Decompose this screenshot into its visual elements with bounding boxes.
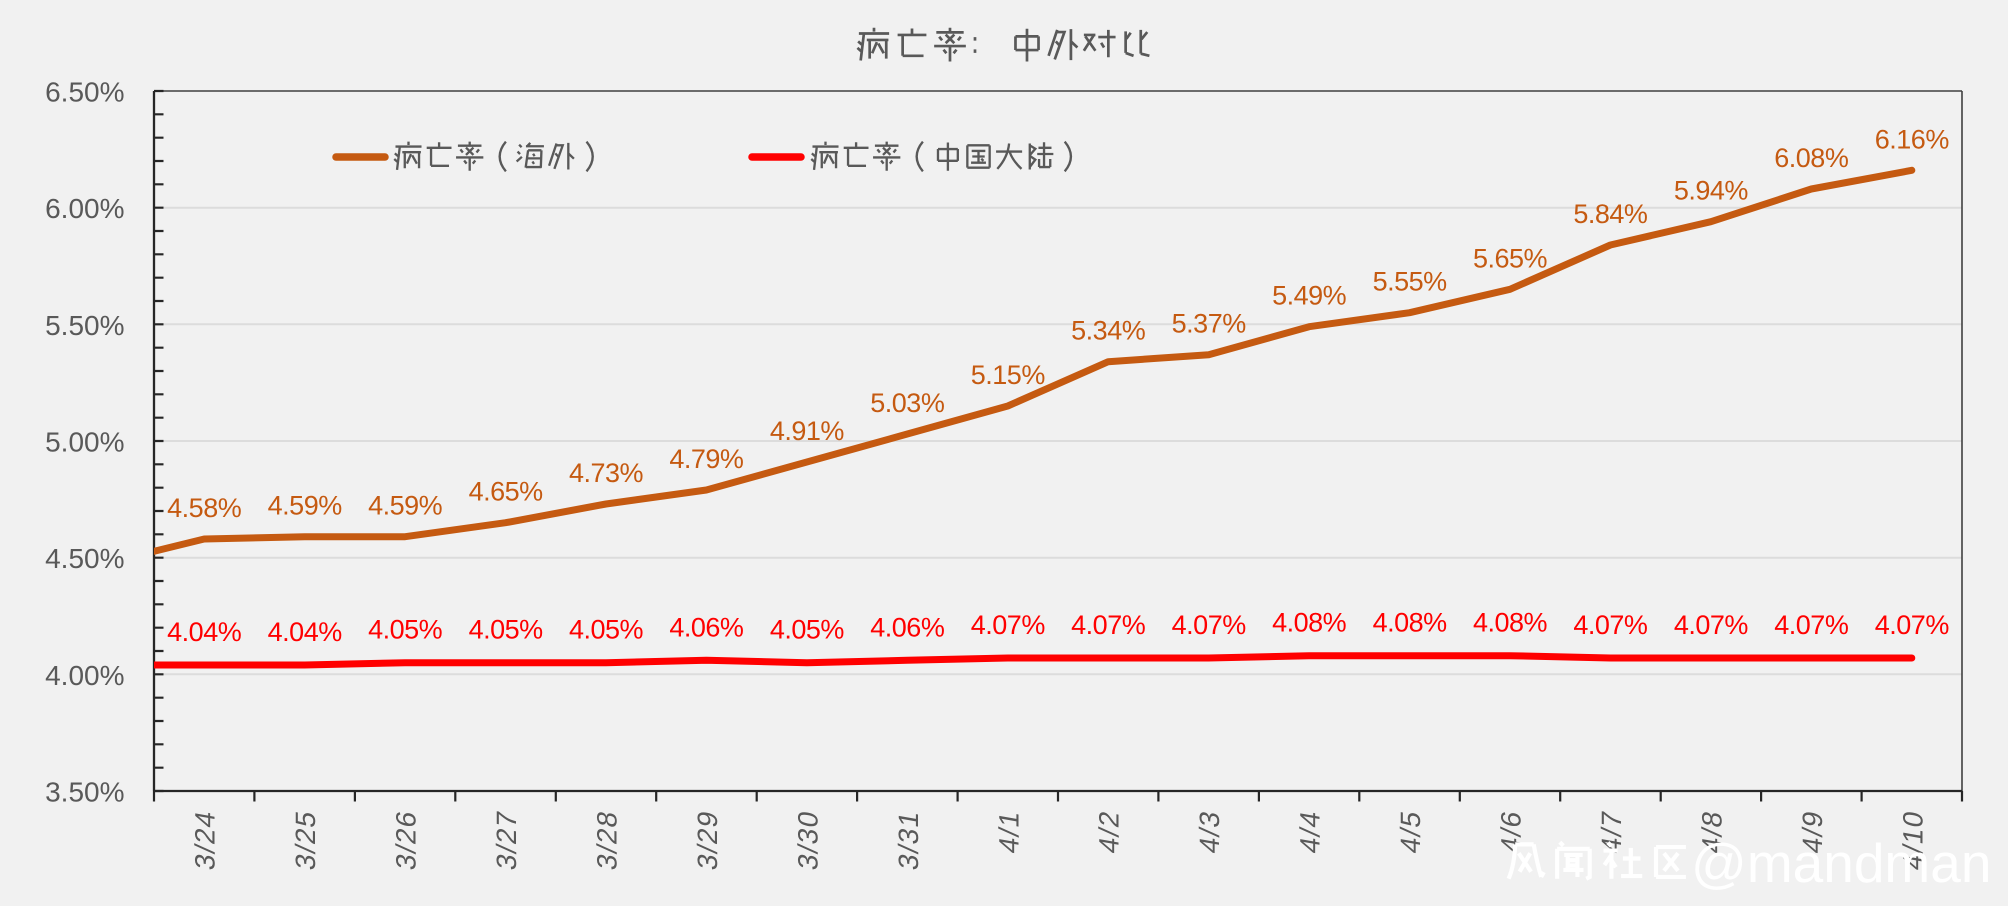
svg-text:5.94%: 5.94% [1674,176,1749,206]
svg-text:6.08%: 6.08% [1774,143,1849,173]
svg-text:4.04%: 4.04% [167,617,242,647]
svg-text:4.07%: 4.07% [971,610,1046,640]
svg-text:4.00%: 4.00% [45,660,124,691]
svg-text:4.08%: 4.08% [1272,608,1347,638]
svg-text:3/30: 3/30 [792,807,824,872]
svg-text:4.07%: 4.07% [1674,610,1749,640]
svg-text:3/28: 3/28 [591,807,623,872]
svg-text:5.50%: 5.50% [45,310,124,341]
svg-text:4/1: 4/1 [992,807,1024,855]
svg-text:4.05%: 4.05% [469,615,544,645]
svg-text:3/25: 3/25 [289,807,321,872]
svg-text:5.00%: 5.00% [45,427,124,458]
svg-text:4.07%: 4.07% [1875,610,1950,640]
svg-text:5.55%: 5.55% [1373,267,1448,297]
svg-text:4.50%: 4.50% [45,543,124,574]
svg-text:4.04%: 4.04% [268,617,343,647]
svg-text:4.79%: 4.79% [669,444,744,474]
svg-text:4.58%: 4.58% [167,493,242,523]
svg-text:4/3: 4/3 [1193,807,1225,855]
svg-text:4.07%: 4.07% [1172,610,1247,640]
svg-text:3/27: 3/27 [490,807,522,872]
svg-text:4.05%: 4.05% [368,615,443,645]
svg-text:3/24: 3/24 [189,807,221,872]
svg-text:4/2: 4/2 [1093,807,1125,855]
svg-text:4/9: 4/9 [1796,807,1828,855]
svg-text:4.07%: 4.07% [1071,610,1146,640]
svg-text:3/29: 3/29 [691,807,723,872]
svg-text:4.59%: 4.59% [268,491,343,521]
svg-text:4.73%: 4.73% [569,458,644,488]
svg-text:4/10: 4/10 [1896,807,1928,872]
svg-text:4/6: 4/6 [1495,807,1527,855]
svg-text:4.07%: 4.07% [1774,610,1849,640]
svg-text:4.59%: 4.59% [368,491,443,521]
svg-text:6.50%: 6.50% [45,77,124,108]
svg-text:3/26: 3/26 [390,807,422,872]
svg-text:5.03%: 5.03% [870,388,945,418]
svg-text:5.84%: 5.84% [1573,199,1648,229]
svg-text:3/31: 3/31 [892,807,924,872]
svg-text:5.65%: 5.65% [1473,243,1548,273]
svg-text:4.08%: 4.08% [1373,608,1448,638]
svg-text:4.05%: 4.05% [569,615,644,645]
svg-text:3.50%: 3.50% [45,777,124,808]
svg-text:5.49%: 5.49% [1272,281,1347,311]
svg-text:4.07%: 4.07% [1573,610,1648,640]
svg-text:4/8: 4/8 [1696,807,1728,855]
svg-text:6.00%: 6.00% [45,193,124,224]
svg-text:4.65%: 4.65% [469,477,544,507]
svg-text:4.06%: 4.06% [669,612,744,642]
svg-text:4.08%: 4.08% [1473,608,1548,638]
svg-text:5.34%: 5.34% [1071,316,1146,346]
svg-text:@mandman: @mandman [1691,832,1991,894]
svg-text:5.37%: 5.37% [1172,309,1247,339]
svg-text:4.05%: 4.05% [770,615,845,645]
svg-text:4.06%: 4.06% [870,612,945,642]
svg-text:4/4: 4/4 [1294,807,1326,855]
svg-text:4/5: 4/5 [1394,807,1426,855]
svg-text:4/7: 4/7 [1595,807,1627,855]
svg-text:4.91%: 4.91% [770,416,845,446]
svg-text:6.16%: 6.16% [1875,124,1950,154]
svg-text:5.15%: 5.15% [971,360,1046,390]
